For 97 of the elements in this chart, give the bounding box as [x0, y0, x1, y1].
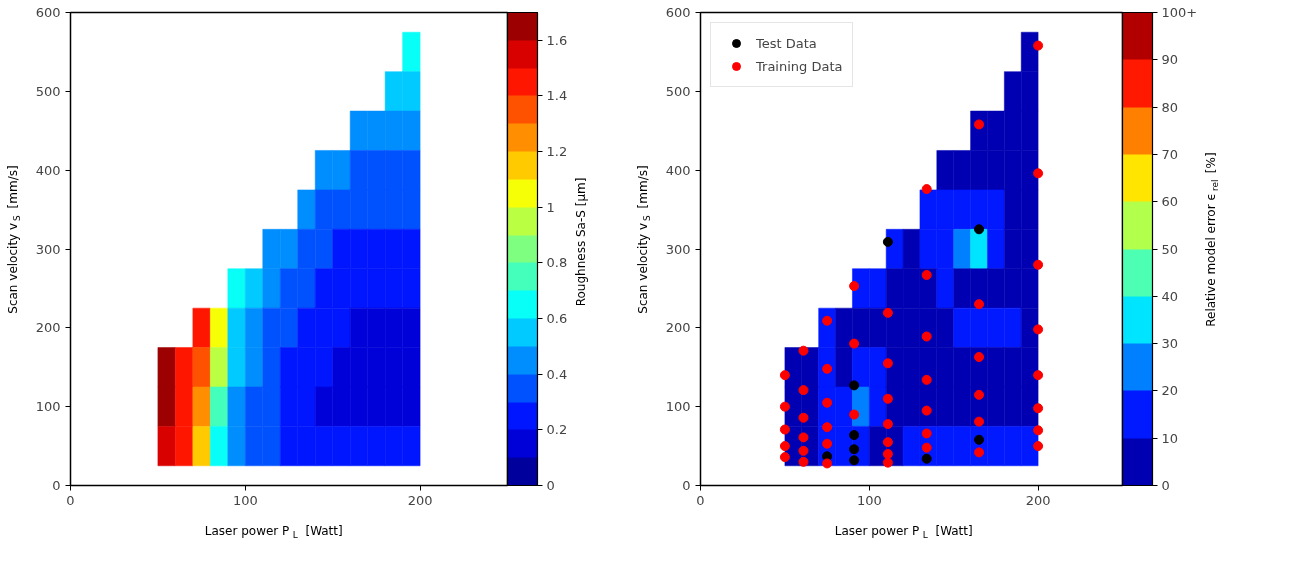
- point: [798, 456, 809, 467]
- point: [921, 428, 932, 439]
- point: [921, 453, 932, 464]
- point: [798, 385, 809, 396]
- point: [974, 416, 985, 427]
- point: [921, 331, 932, 342]
- point: [822, 458, 833, 469]
- y-tick-label: 0: [682, 478, 691, 493]
- color-bar-label: 1.4: [546, 88, 568, 104]
- point: [779, 452, 790, 463]
- point: [974, 434, 985, 445]
- legend-label: Test Data: [756, 35, 817, 51]
- point: [779, 424, 790, 435]
- point: [849, 281, 860, 292]
- x-tick-label: 100: [232, 492, 258, 508]
- point: [798, 345, 809, 356]
- point: [1033, 425, 1044, 436]
- point: [849, 455, 860, 466]
- y-tick-label: 300: [665, 241, 691, 257]
- point: [779, 370, 790, 381]
- color-bar-label: 0: [546, 478, 555, 493]
- color-bar-label: 40: [1161, 288, 1179, 304]
- color-bar-label: 0.6: [546, 311, 568, 327]
- color-bar-title: Roughness Sa-S [µm]: [573, 177, 588, 307]
- point: [974, 447, 985, 458]
- point: [921, 374, 932, 385]
- point: [1033, 403, 1044, 414]
- y-axis-title: Scan velocity vS [mm/s]: [636, 165, 652, 314]
- point: [779, 441, 790, 452]
- y-tick-label: 400: [35, 162, 61, 178]
- y-axis-title: Scan velocity vS [mm/s]: [6, 165, 22, 314]
- point: [1033, 168, 1044, 179]
- color-bar-label: 0.4: [546, 366, 568, 382]
- point: [921, 184, 932, 195]
- y-tick-label: 400: [665, 162, 691, 178]
- color-bar-label: 30: [1161, 336, 1179, 352]
- y-tick-label: 100: [35, 399, 61, 415]
- color-bar-label: 70: [1161, 146, 1179, 162]
- color-bar-label: 60: [1161, 194, 1179, 210]
- point: [882, 448, 893, 459]
- point: [798, 432, 809, 443]
- color-bar-label: 20: [1161, 383, 1179, 399]
- x-tick-label: 0: [66, 492, 75, 508]
- x-tick-label: 0: [696, 492, 705, 508]
- point: [1033, 259, 1044, 270]
- x-tick-label: 200: [407, 492, 433, 508]
- color-bar-label: 1: [546, 199, 555, 215]
- color-bar-label: 90: [1161, 52, 1179, 68]
- point: [882, 236, 893, 247]
- point: [1033, 441, 1044, 452]
- y-tick-label: 600: [665, 5, 691, 20]
- point: [882, 393, 893, 404]
- y-tick-label: 200: [35, 320, 61, 336]
- color-bar-label: 50: [1161, 241, 1179, 257]
- point: [849, 444, 860, 455]
- color-bar-label: 0.2: [546, 422, 568, 438]
- point: [798, 412, 809, 423]
- point: [779, 401, 790, 412]
- point: [921, 270, 932, 281]
- point: [1033, 324, 1044, 335]
- point: [882, 358, 893, 369]
- x-tick-label: 200: [1025, 492, 1051, 508]
- point: [822, 422, 833, 433]
- point: [1033, 40, 1044, 51]
- point: [849, 338, 860, 349]
- y-tick-label: 300: [35, 241, 61, 257]
- color-bar-title: Relative model error ϵrel [%]: [1203, 152, 1220, 327]
- point: [849, 409, 860, 420]
- y-tick-label: 500: [35, 83, 61, 99]
- point: [798, 445, 809, 456]
- point: [849, 380, 860, 391]
- point: [822, 315, 833, 326]
- point: [974, 224, 985, 235]
- y-tick-label: 0: [52, 478, 61, 493]
- color-bar-label: 10: [1161, 430, 1179, 446]
- point: [974, 389, 985, 400]
- color-bar-label: 1.2: [546, 144, 568, 160]
- color-bar-label: 0.8: [546, 255, 568, 271]
- y-tick-label: 100: [665, 399, 691, 415]
- color-bar-label: 80: [1161, 99, 1179, 115]
- point: [974, 352, 985, 362]
- point: [882, 457, 893, 468]
- point: [974, 119, 985, 130]
- x-tick-label: 100: [856, 492, 882, 508]
- point: [882, 307, 893, 318]
- point: [849, 430, 860, 441]
- color-bar-label: 1.6: [546, 32, 568, 48]
- color-bar-label: 0: [1161, 478, 1170, 493]
- point: [882, 437, 893, 448]
- y-tick-label: 500: [665, 83, 691, 99]
- legend-label: Training Data: [756, 58, 843, 74]
- y-tick-label: 200: [665, 320, 691, 336]
- y-tick-label: 600: [35, 5, 61, 20]
- color-bar-label: 100+: [1161, 5, 1198, 20]
- point: [1033, 370, 1044, 381]
- point: [882, 419, 893, 429]
- point: [974, 299, 985, 310]
